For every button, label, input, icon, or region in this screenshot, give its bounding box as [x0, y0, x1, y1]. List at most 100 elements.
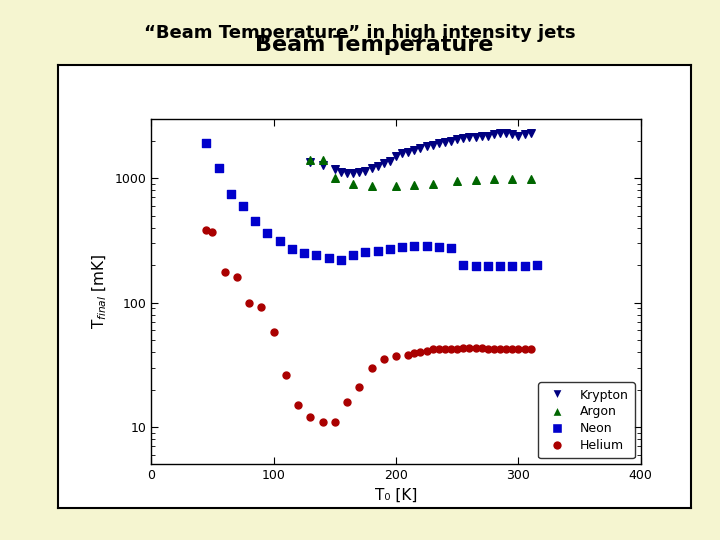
Point [458, 261, 469, 269]
Point [329, 165, 341, 173]
Point [458, 134, 469, 143]
Point [378, 159, 390, 167]
Point [420, 142, 432, 151]
Point [390, 181, 402, 190]
Point [409, 349, 420, 357]
Point [317, 156, 328, 164]
Point [445, 345, 457, 354]
Point [525, 129, 536, 138]
Point [409, 146, 420, 154]
Point [384, 245, 396, 253]
Point [464, 344, 475, 353]
Point [238, 201, 249, 210]
Point [507, 345, 518, 354]
Point [268, 328, 279, 336]
Point [390, 352, 402, 361]
Point [225, 190, 236, 198]
Point [469, 176, 481, 184]
Point [488, 130, 500, 139]
Point [329, 174, 341, 183]
Point [219, 268, 230, 276]
Point [507, 175, 518, 184]
Legend: Krypton, Argon, Neon, Helium: Krypton, Argon, Neon, Helium [538, 382, 634, 458]
Point [396, 149, 408, 158]
Point [335, 167, 347, 176]
Point [292, 401, 304, 409]
Point [409, 242, 420, 251]
Point [507, 130, 518, 139]
Y-axis label: T$_{final}$ [mK]: T$_{final}$ [mK] [91, 254, 109, 329]
Point [531, 261, 543, 269]
Point [464, 132, 475, 141]
Point [359, 167, 372, 176]
Point [427, 345, 438, 354]
Point [525, 174, 536, 183]
Point [347, 168, 359, 177]
Point [317, 160, 328, 169]
Point [409, 181, 420, 190]
Point [354, 382, 365, 391]
Point [458, 344, 469, 353]
Point [494, 129, 505, 138]
Point [482, 345, 494, 354]
Point [439, 345, 451, 354]
Point [274, 237, 286, 246]
Point [415, 348, 426, 356]
Point [207, 227, 218, 236]
Point [402, 350, 414, 359]
Point [335, 255, 347, 264]
Title: Beam Temperature: Beam Temperature [255, 35, 494, 55]
Point [359, 248, 372, 256]
Point [305, 156, 316, 164]
Point [213, 164, 225, 173]
Point [347, 179, 359, 188]
Point [513, 345, 524, 354]
Point [469, 132, 481, 141]
Point [231, 273, 243, 281]
Point [243, 298, 255, 307]
Point [476, 344, 487, 353]
Point [482, 131, 494, 140]
Point [433, 139, 445, 148]
Point [439, 138, 451, 146]
Point [390, 152, 402, 160]
Point [329, 417, 341, 426]
Point [341, 168, 353, 177]
Point [433, 242, 445, 251]
Point [311, 251, 323, 260]
Point [298, 249, 310, 258]
Point [305, 413, 316, 421]
Point [482, 262, 494, 271]
Point [427, 179, 438, 188]
Point [415, 144, 426, 152]
Point [476, 131, 487, 140]
Point [500, 129, 512, 138]
Point [396, 242, 408, 251]
Point [366, 363, 377, 372]
Point [286, 245, 298, 253]
X-axis label: T₀ [K]: T₀ [K] [375, 488, 417, 503]
Point [500, 345, 512, 354]
Point [507, 262, 518, 271]
Point [420, 242, 432, 251]
Point [427, 140, 438, 149]
Point [372, 247, 383, 255]
Point [451, 345, 463, 354]
Point [518, 345, 530, 354]
Point [445, 137, 457, 145]
Point [249, 217, 261, 226]
Point [262, 229, 274, 238]
Point [469, 344, 481, 353]
Point [280, 371, 292, 380]
Point [402, 148, 414, 157]
Point [366, 181, 377, 190]
Text: “Beam Temperature” in high intensity jets: “Beam Temperature” in high intensity jet… [144, 24, 576, 42]
Point [513, 131, 524, 140]
Point [341, 397, 353, 406]
Point [200, 226, 212, 235]
Point [347, 251, 359, 260]
Point [378, 355, 390, 363]
Point [445, 244, 457, 252]
Point [384, 157, 396, 165]
Point [433, 345, 445, 354]
